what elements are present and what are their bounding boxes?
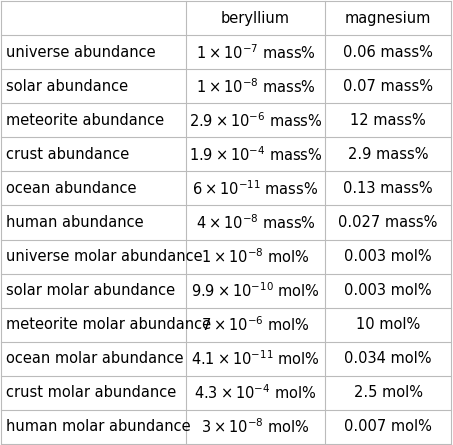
Text: 0.003 mol%: 0.003 mol% [344,249,432,264]
Text: $1\times10^{-8}$ mol%: $1\times10^{-8}$ mol% [201,247,310,266]
Text: 0.06 mass%: 0.06 mass% [343,45,433,60]
Text: universe molar abundance: universe molar abundance [6,249,202,264]
Text: $4\times10^{-8}$ mass%: $4\times10^{-8}$ mass% [196,213,315,232]
Text: $9.9\times10^{-10}$ mol%: $9.9\times10^{-10}$ mol% [191,281,320,300]
Text: 0.027 mass%: 0.027 mass% [338,215,438,230]
Text: 0.003 mol%: 0.003 mol% [344,283,432,298]
Text: solar molar abundance: solar molar abundance [6,283,175,298]
Text: crust molar abundance: crust molar abundance [6,385,176,400]
Text: $7\times10^{-6}$ mol%: $7\times10^{-6}$ mol% [201,315,310,334]
Text: 0.13 mass%: 0.13 mass% [343,181,433,196]
Text: 2.9 mass%: 2.9 mass% [348,147,429,162]
Text: crust abundance: crust abundance [6,147,129,162]
Text: 10 mol%: 10 mol% [356,317,420,332]
Text: $2.9\times10^{-6}$ mass%: $2.9\times10^{-6}$ mass% [188,111,322,130]
Text: beryllium: beryllium [221,11,290,26]
Text: meteorite abundance: meteorite abundance [6,113,164,128]
Text: human molar abundance: human molar abundance [6,419,191,434]
Text: human abundance: human abundance [6,215,144,230]
Text: 2.5 mol%: 2.5 mol% [354,385,423,400]
Text: ocean abundance: ocean abundance [6,181,136,196]
Text: 0.007 mol%: 0.007 mol% [344,419,432,434]
Text: 0.034 mol%: 0.034 mol% [344,351,432,366]
Text: $3\times10^{-8}$ mol%: $3\times10^{-8}$ mol% [201,417,310,436]
Text: ocean molar abundance: ocean molar abundance [6,351,183,366]
Text: $1\times10^{-7}$ mass%: $1\times10^{-7}$ mass% [196,43,315,62]
Text: solar abundance: solar abundance [6,79,128,94]
Text: meteorite molar abundance: meteorite molar abundance [6,317,211,332]
Text: $1.9\times10^{-4}$ mass%: $1.9\times10^{-4}$ mass% [188,145,322,164]
Text: $4.1\times10^{-11}$ mol%: $4.1\times10^{-11}$ mol% [191,349,320,368]
Text: $1\times10^{-8}$ mass%: $1\times10^{-8}$ mass% [196,77,315,96]
Text: magnesium: magnesium [345,11,431,26]
Text: $6\times10^{-11}$ mass%: $6\times10^{-11}$ mass% [193,179,318,198]
Text: 12 mass%: 12 mass% [350,113,426,128]
Text: universe abundance: universe abundance [6,45,155,60]
Text: 0.07 mass%: 0.07 mass% [343,79,433,94]
Text: $4.3\times10^{-4}$ mol%: $4.3\times10^{-4}$ mol% [194,383,317,402]
